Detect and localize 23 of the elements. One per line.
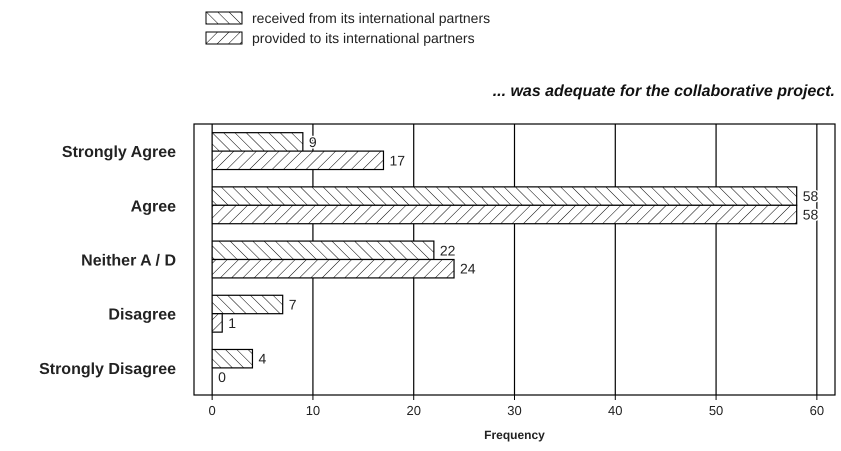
data-label: 0	[218, 369, 226, 386]
legend-label: provided to its international partners	[252, 30, 475, 46]
y-tick-label: Strongly Agree	[62, 144, 176, 162]
data-label: 22	[440, 242, 456, 258]
data-label: 4	[258, 350, 266, 367]
y-tick-label: Agree	[130, 198, 176, 216]
y-tick-label: Neither A / D	[81, 252, 176, 270]
x-tick-label: 10	[306, 403, 320, 418]
x-tick-label: 30	[507, 403, 522, 418]
data-label: 1	[228, 314, 236, 331]
legend-label: received from its international partners	[252, 10, 490, 26]
data-label: 17	[389, 152, 406, 168]
data-label: 7	[288, 296, 297, 312]
y-tick-label: Disagree	[108, 306, 176, 324]
x-axis-title: Frequency	[484, 428, 546, 442]
y-tick-label: Strongly Disagree	[39, 360, 176, 378]
x-tick-label: 0	[208, 403, 216, 418]
x-tick-label: 60	[810, 403, 824, 418]
x-tick-label: 50	[708, 403, 724, 418]
data-label: 24	[460, 260, 476, 277]
chart-title: ... was adequate for the collaborative project.	[492, 83, 835, 100]
x-tick-label: 40	[608, 403, 623, 418]
x-tick-label: 20	[406, 403, 421, 418]
